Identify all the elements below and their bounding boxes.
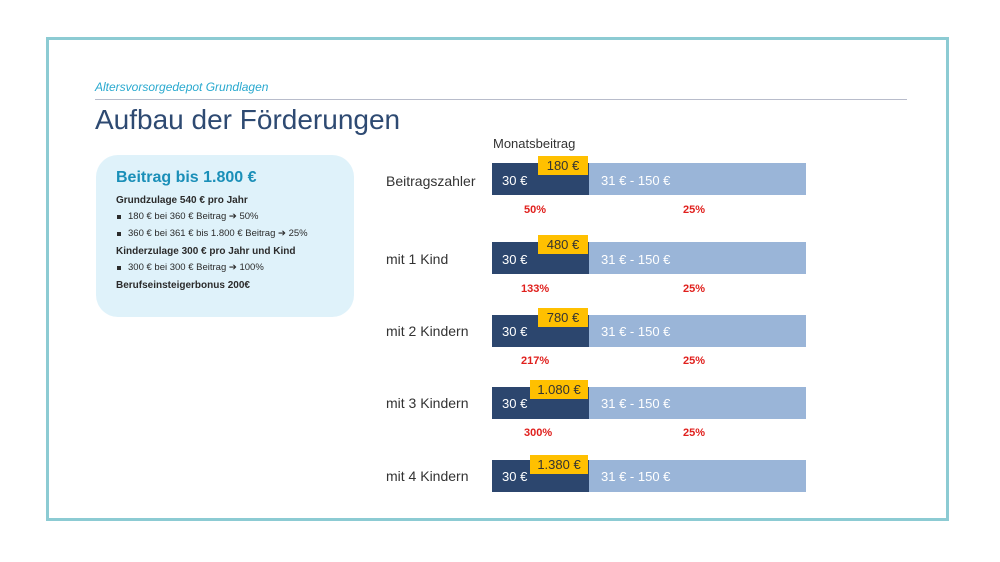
base-label: 30 € xyxy=(502,469,528,484)
slide-subtitle: Altersvorsorgedepot Grundlagen xyxy=(95,80,269,94)
row-label: mit 1 Kind xyxy=(386,251,449,267)
percent-low: 300% xyxy=(524,427,553,439)
list-item: 300 € bei 300 € Beitrag ➔ 100% xyxy=(116,262,336,274)
upper-bar xyxy=(589,315,806,347)
info-heading: Beitrag bis 1.800 € xyxy=(116,169,257,186)
upper-label: 31 € - 150 € xyxy=(601,469,671,484)
upper-label: 31 € - 150 € xyxy=(601,252,671,267)
percent-low: 217% xyxy=(521,355,550,367)
base-label: 30 € xyxy=(502,396,528,411)
row-label: mit 4 Kindern xyxy=(386,468,469,484)
base-label: 30 € xyxy=(502,324,528,339)
row-label: mit 3 Kindern xyxy=(386,395,469,411)
upper-label: 31 € - 150 € xyxy=(601,173,671,188)
info-box: Beitrag bis 1.800 € Grundzulage 540 € pr… xyxy=(96,155,354,317)
subsidy-badge: 1.380 € xyxy=(530,455,588,474)
percent-low: 50% xyxy=(524,204,547,216)
upper-label: 31 € - 150 € xyxy=(601,324,671,339)
upper-bar xyxy=(589,242,806,274)
list-item: 360 € bei 361 € bis 1.800 € Beitrag ➔ 25… xyxy=(116,228,336,240)
upper-bar xyxy=(589,163,806,195)
upper-bar xyxy=(589,387,806,419)
header-divider xyxy=(95,99,907,100)
subsidy-badge: 180 € xyxy=(538,156,588,175)
kinderzulage-heading: Kinderzulage 300 € pro Jahr und Kind xyxy=(116,246,296,257)
base-label: 30 € xyxy=(502,173,528,188)
upper-label: 31 € - 150 € xyxy=(601,396,671,411)
percent-high: 25% xyxy=(683,204,706,216)
row-label: mit 2 Kindern xyxy=(386,323,469,339)
percent-low: 133% xyxy=(521,283,550,295)
grundzulage-heading: Grundzulage 540 € pro Jahr xyxy=(116,195,248,206)
slide-title: Aufbau der Förderungen xyxy=(95,104,401,135)
bonus-label: Berufseinsteigerbonus 200€ xyxy=(116,280,250,291)
upper-bar xyxy=(589,460,806,492)
grundzulage-list: 180 € bei 360 € Beitrag ➔ 50% 360 € bei … xyxy=(114,211,336,240)
subsidy-badge: 480 € xyxy=(538,235,588,254)
percent-high: 25% xyxy=(683,355,706,367)
kinderzulage-list: 300 € bei 300 € Beitrag ➔ 100% xyxy=(114,262,336,274)
subsidy-badge: 780 € xyxy=(538,308,588,327)
row-label: Beitragszahler xyxy=(386,173,476,189)
percent-high: 25% xyxy=(683,427,706,439)
base-label: 30 € xyxy=(502,252,528,267)
column-header: Monatsbeitrag xyxy=(493,136,576,151)
subsidy-badge: 1.080 € xyxy=(530,380,588,399)
percent-high: 25% xyxy=(683,283,706,295)
list-item: 180 € bei 360 € Beitrag ➔ 50% xyxy=(116,211,336,223)
